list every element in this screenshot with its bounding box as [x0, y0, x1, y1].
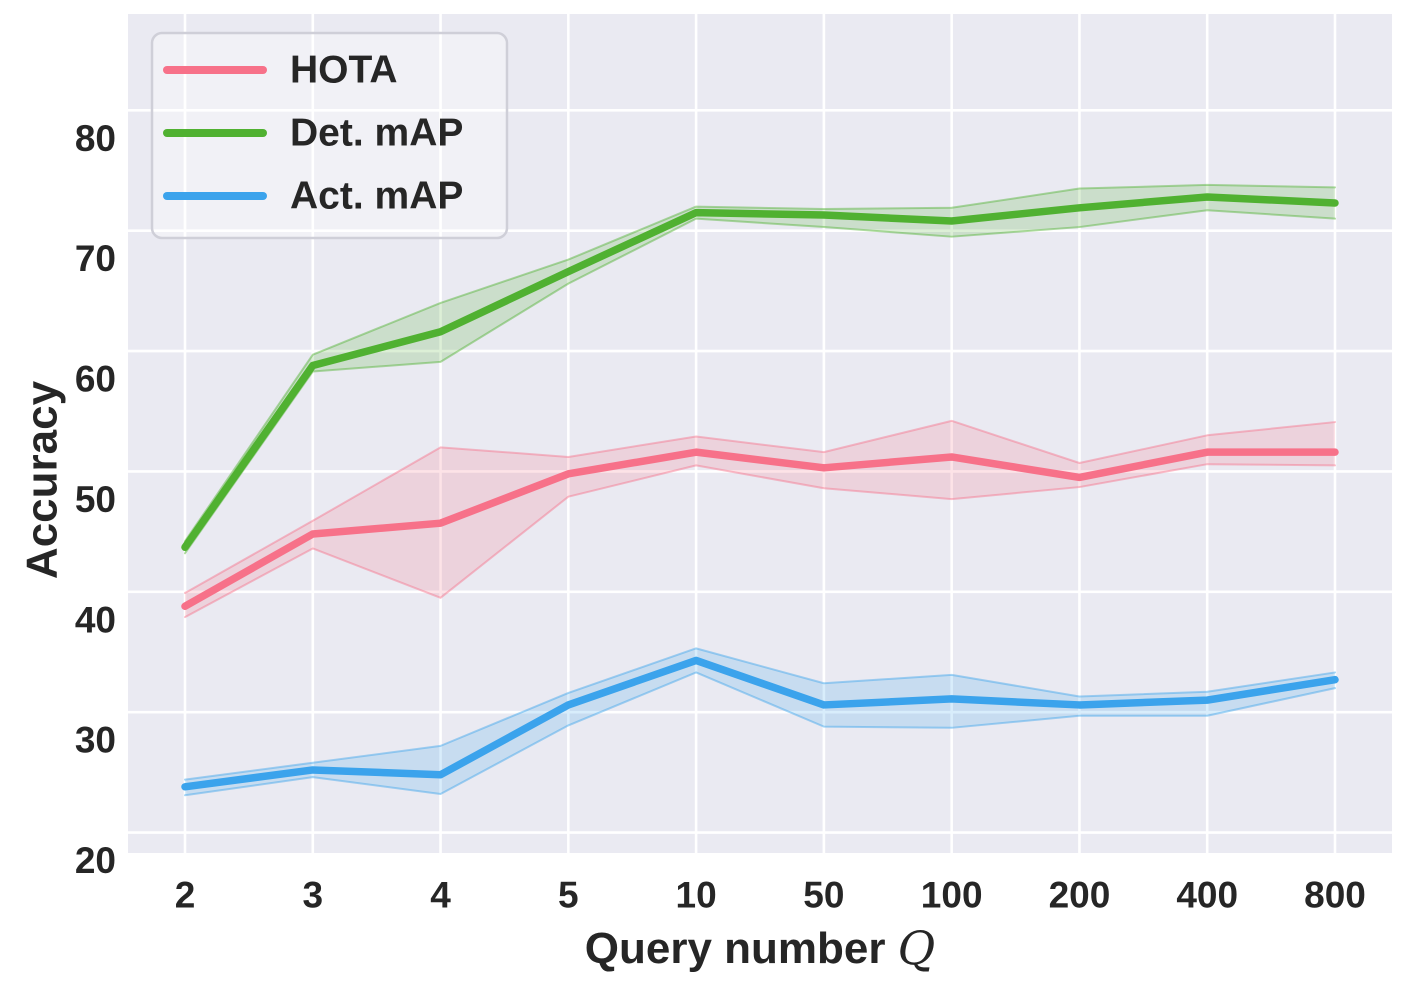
- legend: HOTA Det. mAP Act. mAP: [150, 31, 509, 240]
- x-tick-label-200: 200: [1049, 875, 1111, 916]
- legend-label-act-map: Act. mAP: [290, 175, 463, 218]
- grid: [128, 14, 1392, 853]
- band-lower-edge: [184, 671, 1336, 797]
- y-tick-label-80: 80: [75, 118, 116, 159]
- x-axis-label: Query number Q: [585, 921, 935, 975]
- x-tick-label-50: 50: [803, 875, 844, 916]
- line-act-map: [181, 656, 1339, 791]
- x-axis-math-symbol: Q: [898, 921, 936, 975]
- band-upper-edge: [184, 183, 1336, 543]
- line-det-map: [181, 193, 1339, 552]
- y-axis-label: Accuracy: [18, 380, 67, 579]
- band-lower-edge: [184, 209, 1336, 555]
- legend-label-det-map: Det. mAP: [290, 112, 463, 155]
- x-tick-label-2: 2: [175, 875, 196, 916]
- line-hota: [181, 448, 1339, 610]
- y-tick-label-60: 60: [75, 359, 116, 400]
- legend-label-hota: HOTA: [290, 49, 398, 92]
- x-tick-label-10: 10: [676, 875, 717, 916]
- x-tick-label-3: 3: [302, 875, 323, 916]
- band-lower-edge: [184, 463, 1336, 619]
- y-tick-label-40: 40: [75, 599, 116, 640]
- y-tick-label-70: 70: [75, 238, 116, 279]
- x-tick-label-400: 400: [1176, 875, 1238, 916]
- legend-box: [150, 31, 509, 240]
- x-tick-label-5: 5: [558, 875, 579, 916]
- x-axis-label-text: Query number: [585, 924, 886, 973]
- x-tick-label-100: 100: [921, 875, 983, 916]
- x-tick-label-4: 4: [430, 875, 451, 916]
- y-tick-label-30: 30: [75, 720, 116, 761]
- x-tick-label-800: 800: [1304, 875, 1366, 916]
- y-tick-label-50: 50: [75, 479, 116, 520]
- band-upper-edge: [184, 647, 1336, 781]
- y-tick-label-20: 20: [75, 840, 116, 881]
- band-upper-edge: [184, 419, 1336, 594]
